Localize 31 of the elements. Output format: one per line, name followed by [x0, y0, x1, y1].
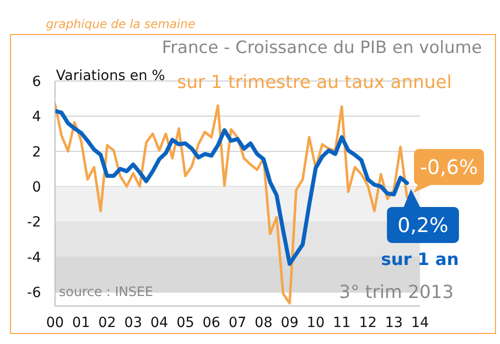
x-tick-label: 04 [150, 314, 168, 331]
y-tick-label: -2 [27, 214, 41, 231]
x-tick-label: 11 [332, 314, 351, 331]
y-axis-title: Variations en % [56, 68, 166, 84]
y-tick-label: -6 [27, 284, 42, 301]
chart-title: France - Croissance du PIB en volume [162, 38, 482, 58]
x-tick-label: 07 [228, 314, 246, 331]
x-tick-label: 05 [176, 314, 194, 331]
data-label: -0,6% [420, 155, 478, 180]
legend-label: sur 1 an [381, 250, 459, 270]
y-tick-label: -4 [27, 250, 42, 266]
x-tick-label: 08 [254, 314, 272, 331]
annotation: source : INSEE [59, 285, 154, 300]
x-tick-label: 02 [98, 314, 116, 331]
x-tick-label: 14 [411, 314, 429, 331]
data-label: 0,2% [398, 212, 448, 237]
annotation: 3° trim 2013 [339, 282, 454, 303]
x-tick-label: 06 [202, 314, 220, 331]
y-tick-label: 4 [32, 109, 42, 126]
x-tick-label: 09 [280, 314, 299, 331]
x-tick-label: 01 [72, 314, 90, 331]
x-tick-label: 12 [358, 314, 377, 331]
y-tick-label: 0 [32, 179, 41, 196]
y-tick-label: 2 [32, 144, 41, 160]
y-tick-label: 6 [32, 74, 42, 90]
x-tick-label: 13 [385, 314, 403, 331]
x-tick-label: 00 [46, 314, 64, 331]
x-tick-label: 10 [306, 314, 325, 331]
series-label: sur 1 trimestre au taux annuel [177, 72, 452, 93]
text: graphique de la semaine [46, 17, 196, 31]
x-tick-label: 03 [124, 314, 142, 331]
